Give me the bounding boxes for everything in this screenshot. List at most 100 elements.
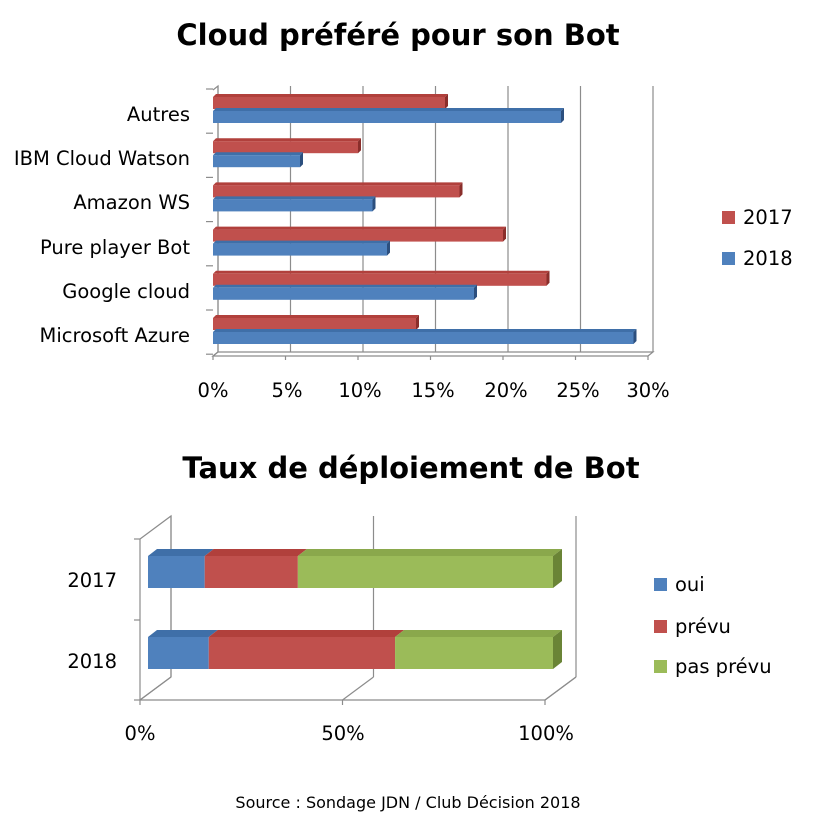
category-label: 2018	[67, 650, 117, 673]
bar-top-face	[213, 315, 419, 318]
bar-front-face	[395, 637, 553, 669]
bar-top-face	[213, 226, 506, 230]
bar-side-face	[561, 108, 564, 123]
bar-side-face	[416, 315, 419, 330]
bar-front-face	[213, 185, 460, 198]
bar-2017	[213, 138, 361, 154]
bar-top-face	[213, 152, 303, 156]
bar-2017	[213, 182, 463, 198]
legend-label: oui	[675, 573, 705, 596]
bar-front-face	[213, 243, 387, 256]
bar-top-face	[213, 94, 448, 97]
x-tick-label: 50%	[321, 722, 364, 745]
bar-front-face	[213, 273, 547, 286]
bar-side-face	[553, 549, 562, 588]
bar-side-face	[445, 94, 448, 109]
category-label: Pure player Bot	[40, 236, 190, 259]
category-label: Google cloud	[62, 280, 190, 303]
category-labels: 2017 2018	[67, 569, 117, 673]
category-label: IBM Cloud Watson	[14, 147, 190, 170]
bar-top-face	[213, 329, 637, 332]
category-label: Microsoft Azure	[40, 324, 190, 347]
bar-top-face	[395, 630, 562, 637]
x-tick-label: 0%	[125, 722, 156, 745]
bars	[213, 94, 637, 344]
bar-2018	[213, 108, 564, 123]
bar-top-face	[297, 549, 562, 556]
bar-2018	[213, 240, 390, 256]
bar-top-face	[213, 138, 361, 142]
bar-top-face	[148, 630, 218, 637]
bar-front-face	[213, 141, 358, 154]
bar-segment-oui	[148, 549, 214, 588]
bar-front-face	[213, 229, 503, 242]
x-tick-label: 15%	[411, 379, 454, 402]
x-tick-labels: 0% 5% 10% 15% 20% 25% 30%	[198, 379, 670, 402]
bar-segment-pas-prévu	[297, 549, 562, 588]
legend-swatch-2018	[722, 252, 735, 265]
bar-side-face	[553, 630, 562, 669]
bar-top-face	[213, 196, 376, 200]
bar-side-face	[474, 284, 477, 300]
bar-side-face	[503, 226, 506, 242]
chart-frame	[206, 84, 655, 360]
bar-side-face	[546, 270, 550, 286]
bar-front-face	[148, 637, 209, 669]
legend: oui prévu pas prévu	[654, 573, 772, 678]
bar-front-face	[208, 637, 396, 669]
bar-top-face	[213, 270, 550, 274]
bar-2018	[213, 152, 303, 168]
legend-label: prévu	[675, 615, 731, 638]
legend-swatch-2017	[722, 211, 735, 224]
bar-2017	[213, 315, 419, 330]
x-tick-label: 10%	[338, 379, 381, 402]
x-tick-label: 30%	[626, 379, 669, 402]
category-labels: Autres IBM Cloud Watson Amazon WS Pure p…	[14, 103, 190, 347]
legend-label: 2017	[743, 206, 793, 229]
bar-front-face	[204, 556, 298, 588]
bar-top-face	[204, 549, 307, 556]
floor	[211, 351, 655, 357]
x-tick-label: 5%	[272, 379, 303, 402]
bar-2017	[213, 226, 506, 242]
bar-segment-oui	[148, 630, 218, 669]
floor-gridline	[342, 676, 374, 701]
floor-edge	[544, 676, 577, 701]
bar-2018	[213, 329, 637, 344]
bar-side-face	[459, 182, 463, 198]
bar-front-face	[213, 111, 561, 123]
side-wall	[139, 514, 172, 701]
bar-segment-prévu	[208, 630, 405, 669]
bar-side-face	[387, 240, 390, 256]
category-label: 2017	[67, 569, 117, 592]
legend-swatch-oui	[654, 578, 667, 591]
bar-front-face	[213, 318, 416, 330]
bar-2017	[213, 94, 448, 109]
bar-segment-prévu	[204, 549, 307, 588]
bar-segment-pas-prévu	[395, 630, 562, 669]
bar-side-face	[633, 329, 637, 344]
bar-front-face	[213, 287, 474, 300]
bar-front-face	[213, 199, 373, 212]
bar-side-face	[358, 138, 361, 154]
bar-2018	[213, 196, 376, 212]
x-tick-label: 20%	[484, 379, 527, 402]
legend: 2017 2018	[722, 206, 793, 270]
bar-front-face	[148, 556, 205, 588]
bar-front-face	[213, 155, 300, 168]
bar-top-face	[148, 549, 214, 556]
legend-swatch-pas-prevu	[654, 660, 667, 673]
chart-title: Cloud préféré pour son Bot	[176, 18, 619, 52]
bar-top-face	[213, 240, 390, 244]
bar-2018	[213, 284, 477, 300]
category-label: Amazon WS	[73, 191, 190, 214]
x-tick-label: 100%	[518, 722, 574, 745]
category-label: Autres	[127, 103, 190, 126]
bar-front-face	[213, 97, 445, 109]
bar-side-face	[372, 196, 376, 212]
x-tick-label: 0%	[198, 379, 229, 402]
source-note: Source : Sondage JDN / Club Décision 201…	[235, 793, 580, 812]
bar-top-face	[213, 182, 463, 186]
bar-front-face	[297, 556, 553, 588]
